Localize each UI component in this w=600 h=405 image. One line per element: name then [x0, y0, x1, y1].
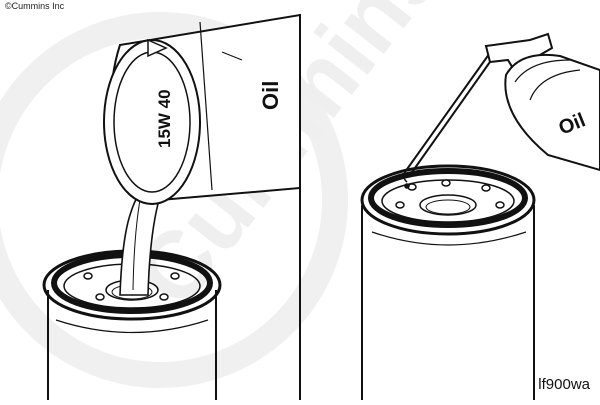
left-panel: 15W 40 Oil — [42, 13, 301, 400]
oil-jug-grade-label: 15W 40 — [155, 89, 174, 148]
oil-filter-right — [360, 164, 536, 400]
oil-jug-left — [103, 13, 301, 205]
oil-spray-can — [484, 32, 600, 172]
cap-arrow-icon — [147, 38, 168, 58]
filter-holes-right — [395, 179, 505, 209]
oil-drip — [404, 183, 410, 189]
oil-filter-left — [42, 249, 222, 400]
copyright-notice: ©Cummins Inc — [5, 1, 65, 11]
right-panel: Oil — [360, 32, 600, 400]
lube-spray-straw — [403, 49, 498, 189]
oil-jug-label-left: Oil — [258, 81, 283, 110]
figure-id: lf900wa — [538, 376, 590, 393]
